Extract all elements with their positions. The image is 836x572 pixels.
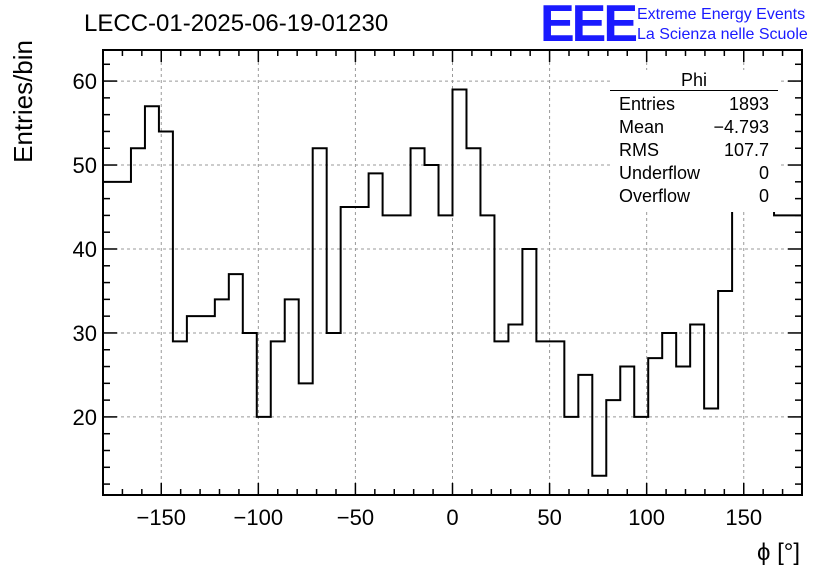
stats-label: Mean bbox=[619, 117, 665, 137]
stats-label: Overflow bbox=[619, 186, 691, 206]
stats-value: −4.793 bbox=[713, 117, 769, 137]
chart-title: LECC-01-2025-06-19-01230 bbox=[84, 10, 389, 37]
histogram-series bbox=[103, 71, 802, 477]
logo-line-1: Extreme Energy Events bbox=[637, 6, 806, 23]
x-tick-label: 100 bbox=[628, 505, 665, 530]
x-tick-label: −50 bbox=[337, 505, 374, 530]
y-tick-label: 60 bbox=[73, 69, 97, 94]
y-tick-label: 40 bbox=[73, 237, 97, 262]
stats-value: 0 bbox=[758, 186, 769, 206]
axis-ticks bbox=[102, 50, 803, 495]
stats-box: Phi Entries 1893 Mean −4.793 RMS 107.7 U… bbox=[610, 70, 778, 212]
stats-row-mean: Mean −4.793 bbox=[619, 117, 769, 140]
stats-value: 0 bbox=[758, 163, 769, 183]
stats-label: Entries bbox=[619, 94, 676, 114]
stats-value: 1893 bbox=[728, 94, 769, 114]
y-tick-label: 30 bbox=[73, 321, 97, 346]
x-tick-label: −100 bbox=[234, 505, 284, 530]
stats-label: RMS bbox=[619, 140, 659, 160]
y-tick-label: 20 bbox=[73, 405, 97, 430]
x-tick-label: 50 bbox=[537, 505, 561, 530]
stats-row-rms: RMS 107.7 bbox=[619, 140, 769, 163]
stats-value: 107.7 bbox=[723, 140, 769, 160]
x-tick-label: 0 bbox=[446, 505, 458, 530]
stats-label: Underflow bbox=[619, 163, 701, 183]
logo-line-2: La Scienza nelle Scuole bbox=[637, 26, 808, 43]
y-tick-label: 50 bbox=[73, 153, 97, 178]
stats-row-underflow: Underflow 0 bbox=[619, 163, 769, 186]
stats-box-title: Phi bbox=[610, 70, 778, 91]
x-tick-label: −150 bbox=[136, 505, 186, 530]
y-tick-labels: 20 30 40 50 60 bbox=[73, 69, 97, 430]
stats-row-overflow: Overflow 0 bbox=[619, 186, 769, 209]
histogram-line bbox=[103, 71, 802, 477]
x-axis-label: ϕ [°] bbox=[757, 539, 800, 566]
eee-logo: EEE bbox=[540, 0, 638, 53]
x-tick-label: 150 bbox=[725, 505, 762, 530]
y-axis-label: Entries/bin bbox=[8, 40, 38, 163]
x-tick-labels: −150 −100 −50 0 50 100 150 bbox=[136, 505, 762, 530]
stats-row-entries: Entries 1893 bbox=[619, 94, 769, 117]
